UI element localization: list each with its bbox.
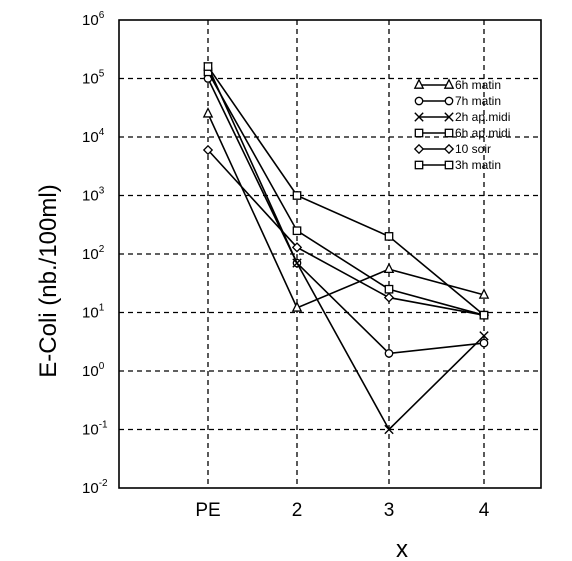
marker-diamond — [443, 143, 455, 155]
legend-entry: 10 soir — [413, 142, 491, 156]
x-tick-label: 2 — [292, 500, 303, 521]
y-tick-label: 104 — [82, 127, 105, 146]
marker-square — [479, 310, 489, 320]
marker-x-stroke — [292, 258, 302, 268]
grid — [119, 20, 541, 488]
marker-triangle — [202, 107, 214, 118]
marker-square — [384, 232, 394, 241]
legend-entry: 3h matin — [414, 158, 501, 172]
marker-x — [292, 258, 302, 268]
marker-square — [384, 284, 394, 294]
legend-label: 2h ap.midi — [455, 110, 510, 124]
x-tick-label: 3 — [384, 500, 395, 521]
x-axis-title: x — [396, 536, 408, 561]
plot-frame — [118, 19, 542, 489]
series-line — [207, 113, 485, 309]
marker-diamond — [291, 242, 303, 253]
legend-entry: 6h matin — [413, 78, 501, 92]
legend-label: 10 soir — [455, 142, 491, 156]
series-5 — [203, 62, 489, 320]
marker-square — [414, 160, 424, 170]
marker-x — [479, 331, 489, 341]
series-line — [207, 66, 485, 316]
legend-label: 7h matin — [455, 94, 501, 108]
marker-circle — [384, 349, 394, 358]
series-line — [207, 149, 485, 316]
y-axis-title: E-Coli (nb./100ml) — [35, 184, 62, 377]
x-tick-label: PE — [195, 500, 220, 521]
marker-x-stroke — [414, 112, 424, 122]
y-tick-label: 101 — [82, 303, 105, 322]
series-4 — [202, 144, 490, 321]
marker-circle — [444, 96, 454, 106]
series-0 — [202, 107, 490, 312]
y-tick-label: 10-2 — [82, 478, 108, 497]
marker-x — [384, 424, 394, 435]
series — [202, 61, 490, 435]
marker-triangle — [443, 78, 455, 89]
marker-diamond — [202, 144, 214, 156]
marker-triangle — [478, 288, 490, 299]
y-tick-label: 106 — [82, 10, 105, 29]
marker-x-stroke — [384, 424, 394, 435]
marker-square — [414, 128, 424, 138]
legend-entry: 7h matin — [414, 94, 501, 108]
y-tick-label: 102 — [82, 244, 105, 263]
marker-x — [444, 112, 454, 122]
legend-label: 6h matin — [455, 78, 501, 92]
x-axis-ticks: PE 2 3 4 — [195, 500, 489, 521]
series-2 — [203, 61, 489, 435]
marker-x-stroke — [444, 112, 454, 122]
legend-label: 3h matin — [455, 158, 501, 172]
y-tick-label: 10-1 — [82, 420, 108, 439]
marker-diamond — [413, 143, 425, 155]
y-axis-ticks: 10-2 10-1 100 101 102 103 104 105 106 — [82, 10, 108, 497]
y-tick-label: 103 — [82, 186, 105, 205]
legend-entry: 2h ap.midi — [414, 110, 510, 124]
y-tick-label: 105 — [82, 69, 105, 88]
marker-triangle — [413, 78, 425, 89]
legend-entry: 6h ap.midi — [414, 126, 510, 140]
series-line — [207, 78, 485, 355]
marker-triangle — [383, 262, 395, 274]
marker-circle — [479, 338, 489, 348]
y-tick-label: 100 — [82, 361, 105, 380]
series-line — [207, 71, 485, 316]
marker-square — [444, 128, 454, 138]
marker-square — [292, 226, 302, 236]
series-line — [207, 66, 485, 431]
x-tick-label: 4 — [479, 500, 490, 521]
marker-diamond — [383, 292, 395, 303]
marker-triangle — [291, 301, 303, 312]
marker-square — [444, 160, 454, 170]
legend-label: 6h ap.midi — [455, 126, 510, 140]
marker-x-stroke — [479, 331, 489, 341]
legend: 6h matin 7h matin 2h ap.midi 6h ap.midi 10 s… — [413, 78, 510, 172]
marker-circle — [414, 96, 424, 106]
marker-square — [203, 62, 213, 71]
marker-x — [414, 112, 424, 122]
marker-square — [292, 191, 302, 200]
